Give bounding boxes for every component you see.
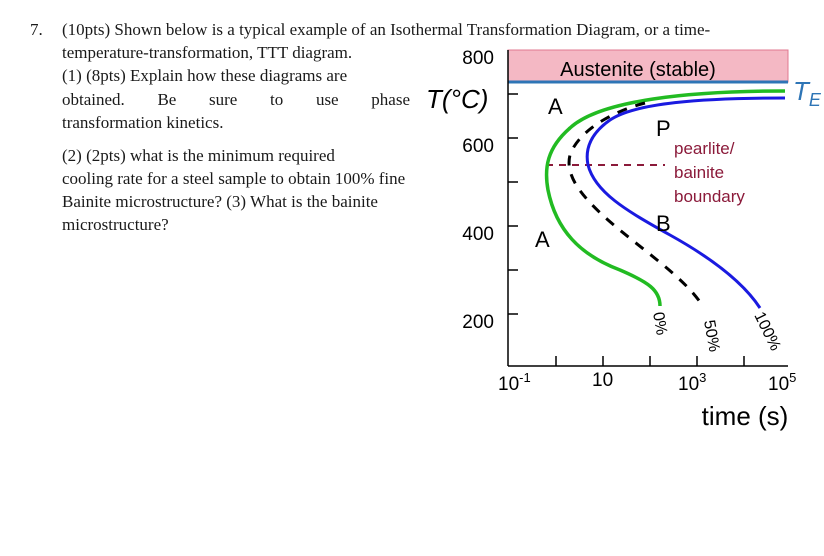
y-tick-label-200: 200 xyxy=(462,312,494,333)
x-tick-label-1: 10 xyxy=(592,370,613,391)
question-line-6: (2) (2pts) what is the minimum required xyxy=(62,146,335,165)
question-line-1: (10pts) Shown below is a typical example… xyxy=(62,20,711,39)
question-line-9: microstructure? xyxy=(62,215,169,234)
curve-label-50-percent: 50% xyxy=(700,319,722,353)
start-curve-0-percent xyxy=(544,89,786,307)
question-line-5: transformation kinetics. xyxy=(62,113,224,132)
region-label-a-lower: A xyxy=(535,227,550,252)
y-axis-label: T(°C) xyxy=(426,84,488,114)
question-line-8: Bainite microstructure? (3) What is the … xyxy=(62,192,378,211)
question-line-3: (1) (8pts) Explain how these diagrams ar… xyxy=(62,66,348,85)
region-label-a-upper: A xyxy=(548,94,563,119)
x-tick-label-2: 103 xyxy=(678,370,706,395)
x-axis-label: time (s) xyxy=(702,401,789,431)
region-label-p: P xyxy=(656,116,671,141)
mid-curve-50-percent xyxy=(567,101,702,303)
question-line-7: cooling rate for a steel sample to obtai… xyxy=(62,169,406,188)
boundary-annotation: pearlite/ bainite boundary xyxy=(674,139,745,206)
x-tick-label-3: 105 xyxy=(768,370,796,395)
region-label-b: B xyxy=(656,211,671,236)
austenite-label: Austenite (stable) xyxy=(560,59,716,81)
curve-label-0-percent: 0% xyxy=(649,311,670,337)
y-tick-label-400: 400 xyxy=(462,224,494,245)
question-line-4: obtained. Be sure to use phase xyxy=(62,90,410,109)
question-line-2: temperature-transformation, TTT diagram. xyxy=(62,43,353,62)
x-tick-label-0: 10-1 xyxy=(498,370,531,395)
x-tick-marks xyxy=(555,356,745,366)
y-tick-marks xyxy=(508,93,518,315)
y-tick-label-800: 800 xyxy=(462,48,494,69)
question-number: 7. xyxy=(30,20,43,39)
te-label: TE xyxy=(793,76,822,110)
end-curve-100-percent xyxy=(585,96,786,309)
curve-label-100-percent: 100% xyxy=(750,309,783,353)
austenite-region xyxy=(507,49,789,83)
y-tick-label-600: 600 xyxy=(462,136,494,157)
